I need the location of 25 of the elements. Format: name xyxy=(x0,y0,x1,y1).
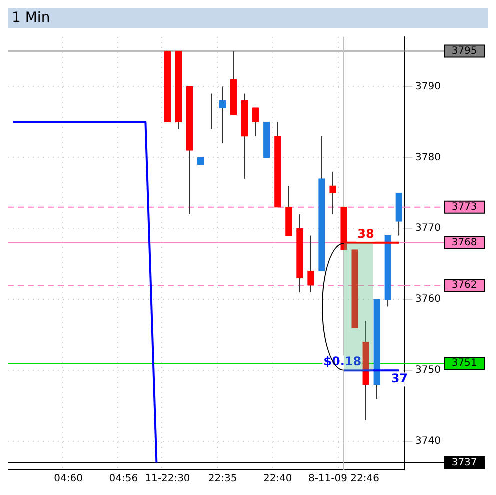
ref-line-label: 3751 xyxy=(452,358,478,370)
candlestick xyxy=(308,235,314,294)
y-tick-label: 3790 xyxy=(416,81,442,92)
x-tick-label: 11-22:30 xyxy=(145,474,190,485)
y-tick-label: 3760 xyxy=(416,294,442,306)
x-tick-label: 04:56 xyxy=(109,474,138,485)
y-tick-label: 3770 xyxy=(416,223,442,234)
candlestick xyxy=(219,86,226,144)
chart-title: 1 Min xyxy=(8,8,488,28)
x-tick-label: 22:40 xyxy=(263,474,292,485)
x-tick-label: 22:35 xyxy=(208,474,238,485)
ref-line-label: 3737 xyxy=(452,457,478,468)
ref-line-label: 3762 xyxy=(452,280,478,292)
y-tick-label: 3740 xyxy=(416,436,442,448)
x-tick-label: 8-11-09 22:46 xyxy=(308,474,380,485)
candlestick xyxy=(252,107,260,137)
y-tick-label: 3780 xyxy=(416,152,442,164)
ref-line-label: 3773 xyxy=(452,202,478,213)
annotation: 38 xyxy=(358,226,374,241)
ref-line-label: 3795 xyxy=(452,46,478,57)
candlestick xyxy=(330,171,336,215)
annotation: 37 xyxy=(391,372,408,386)
ref-line-label: 3768 xyxy=(452,237,478,248)
y-tick-label: 3750 xyxy=(416,365,442,376)
x-tick-label: 04:60 xyxy=(54,474,83,485)
